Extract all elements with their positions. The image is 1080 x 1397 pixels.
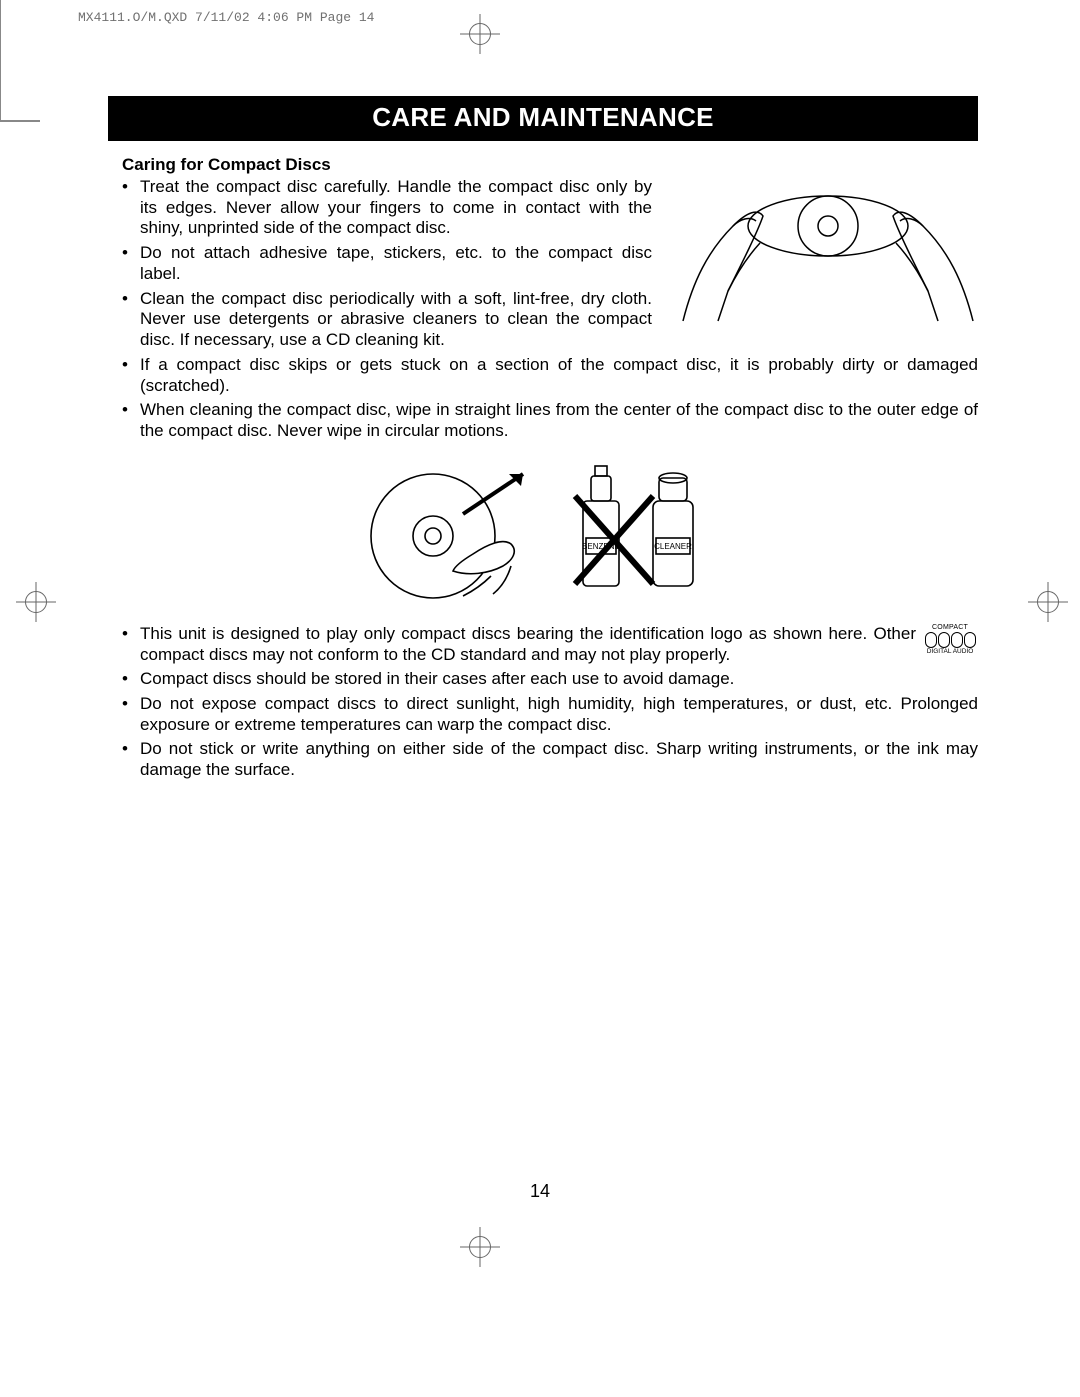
cleaner-label: CLEANER — [654, 542, 692, 551]
bullet-item: Do not attach adhesive tape, stickers, e… — [122, 243, 652, 284]
crop-line-left — [0, 0, 1, 30]
bullet-item: When cleaning the compact disc, wipe in … — [122, 400, 978, 441]
cleaning-figure: BENZENE CLEANER — [108, 456, 978, 606]
registration-mark-right — [1028, 582, 1068, 622]
bullet-text: This unit is designed to play only compa… — [140, 624, 916, 664]
bullet-item: COMPACT DIGITAL AUDIO This unit is desig… — [122, 624, 978, 665]
content-area: CARE AND MAINTENANCE Caring for Compact … — [108, 96, 978, 785]
bullet-item: Clean the compact disc periodically with… — [122, 289, 652, 351]
page-number: 14 — [60, 1181, 1020, 1202]
bullet-item: Compact discs should be stored in their … — [122, 669, 978, 690]
crop-line-left-b — [0, 60, 1, 90]
cd-handling-illustration — [678, 171, 978, 326]
cd-logo-top: COMPACT — [922, 624, 978, 631]
page-title: CARE AND MAINTENANCE — [108, 96, 978, 141]
crop-line-right-b — [0, 90, 1, 120]
crop-line-right — [0, 30, 1, 60]
bullet-list-wide-b: COMPACT DIGITAL AUDIO This unit is desig… — [108, 624, 978, 781]
bullet-item: Do not expose compact discs to direct su… — [122, 694, 978, 735]
intro-columns: Treat the compact disc carefully. Handle… — [108, 177, 978, 351]
registration-mark-left — [16, 582, 56, 622]
cleaning-illustration: BENZENE CLEANER — [353, 456, 733, 606]
page-frame: CARE AND MAINTENANCE Caring for Compact … — [60, 0, 1020, 1397]
cd-logo: COMPACT DIGITAL AUDIO — [922, 624, 978, 656]
bullet-item: If a compact disc skips or gets stuck on… — [122, 355, 978, 396]
bullet-item: Do not stick or write anything on either… — [122, 739, 978, 780]
cd-logo-bottom: DIGITAL AUDIO — [922, 649, 978, 656]
bullet-item: Treat the compact disc carefully. Handle… — [122, 177, 652, 239]
crop-line-top-r — [0, 121, 40, 122]
bullet-list-wide-a: If a compact disc skips or gets stuck on… — [108, 355, 978, 442]
